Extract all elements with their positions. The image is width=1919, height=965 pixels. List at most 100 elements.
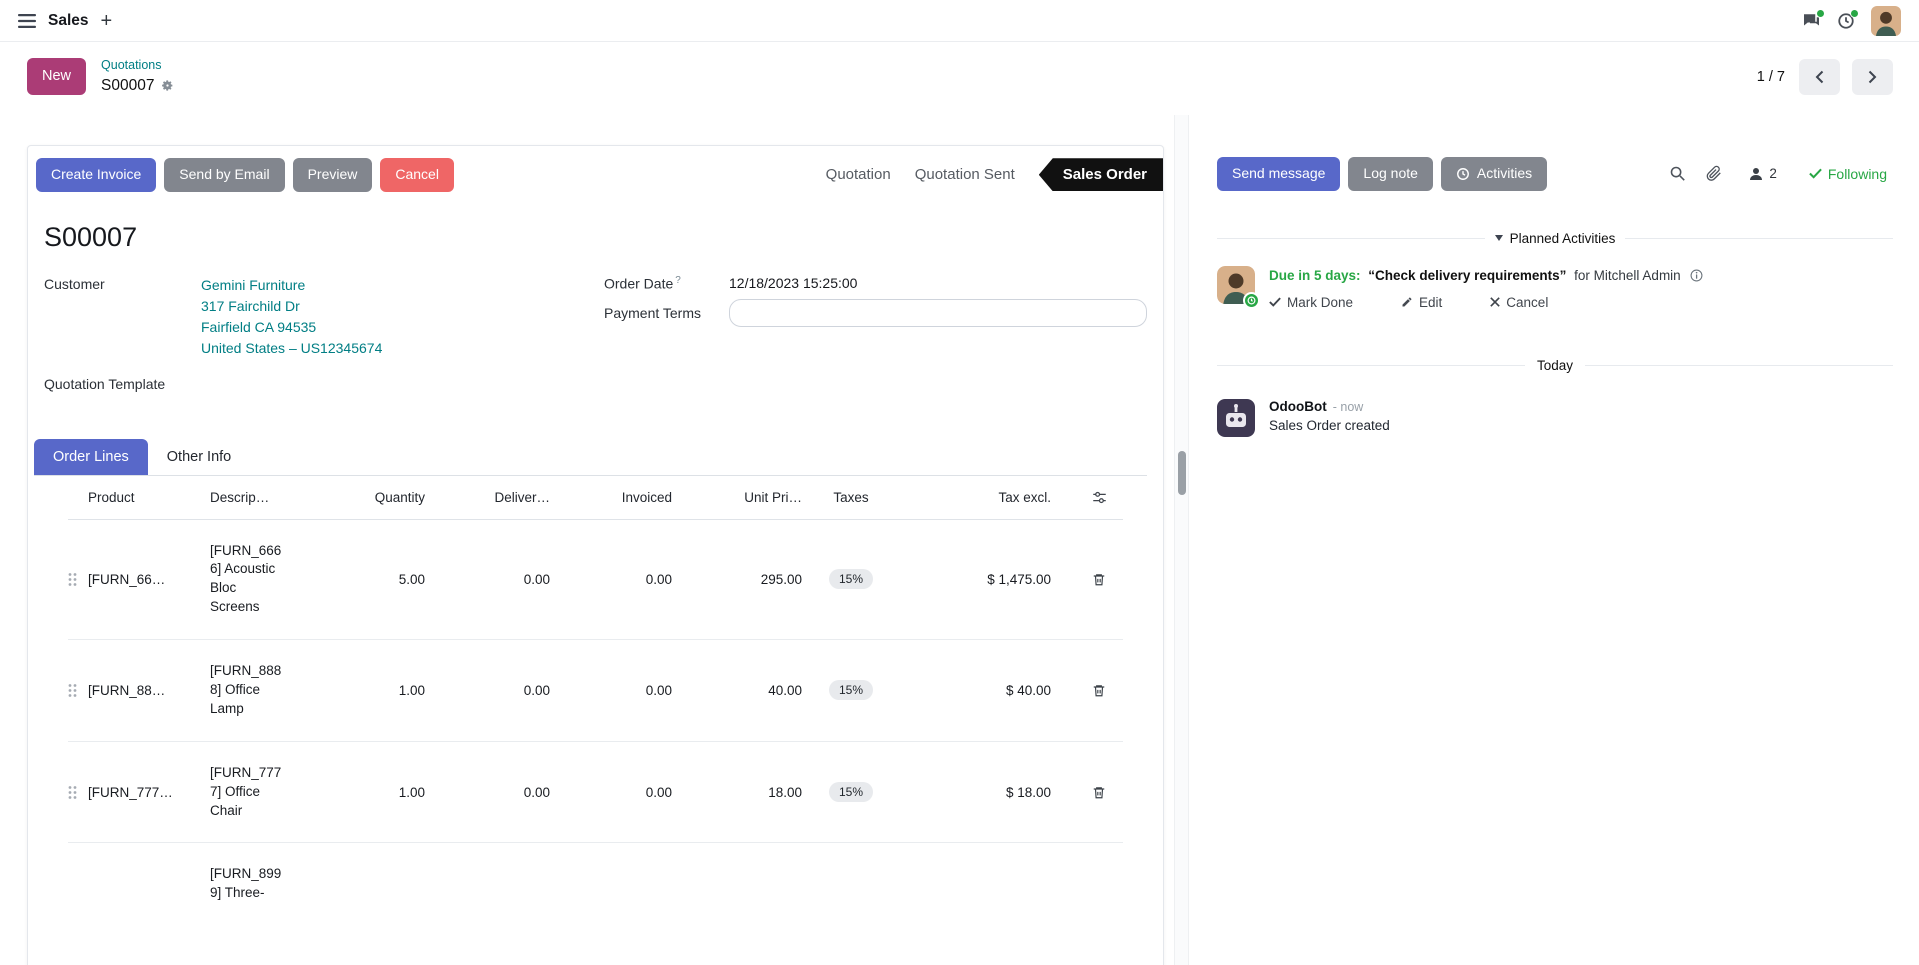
quotation-template-label: Quotation Template — [44, 375, 166, 392]
top-navbar: Sales + — [0, 0, 1919, 42]
activity-summary: “Check delivery requirements” — [1368, 267, 1567, 283]
col-delivered[interactable]: Deliver… — [494, 489, 550, 505]
message-author[interactable]: OdooBot — [1269, 398, 1327, 414]
pager-previous-button[interactable] — [1799, 58, 1840, 95]
gear-icon[interactable] — [161, 79, 174, 92]
form-scrollbar[interactable] — [1174, 115, 1189, 965]
delete-line-button[interactable] — [1090, 681, 1108, 700]
order-line-invoiced[interactable]: 0.00 — [645, 682, 672, 698]
cancel-activity-button[interactable]: Cancel — [1490, 295, 1548, 310]
col-invoiced[interactable]: Invoiced — [621, 489, 672, 505]
order-line-delivered[interactable]: 0.00 — [523, 682, 550, 698]
following-button[interactable]: Following — [1803, 165, 1893, 183]
record-title: S00007 — [44, 221, 138, 252]
form-column: Create Invoice Send by Email Preview Can… — [0, 115, 1174, 965]
breadcrumb-quotations-link[interactable]: Quotations — [101, 58, 162, 72]
user-avatar[interactable] — [1871, 5, 1901, 36]
order-line-quantity[interactable]: 5.00 — [398, 571, 425, 587]
order-line-quantity[interactable]: 1.00 — [398, 682, 425, 698]
order-line-row[interactable]: [FURN_88… [FURN_8888] Office Lamp 1.00 0… — [68, 640, 1123, 742]
tax-badge[interactable]: 15% — [828, 782, 874, 803]
payment-terms-label: Payment Terms — [604, 305, 701, 322]
breadcrumb: Quotations S00007 — [101, 58, 174, 95]
drag-handle-icon[interactable] — [68, 785, 88, 800]
edit-activity-button[interactable]: Edit — [1401, 295, 1442, 310]
app-name[interactable]: Sales — [48, 11, 89, 29]
new-button[interactable]: New — [27, 58, 87, 95]
delete-line-button[interactable] — [1090, 783, 1108, 802]
status-quotation[interactable]: Quotation — [825, 166, 891, 184]
send-message-button[interactable]: Send message — [1217, 157, 1341, 191]
search-messages-icon[interactable] — [1669, 165, 1686, 182]
order-date-value[interactable]: 12/18/2023 15:25:00 — [729, 274, 858, 291]
tab-other-info[interactable]: Other Info — [148, 439, 250, 475]
scrollbar-thumb[interactable] — [1178, 451, 1186, 495]
order-line-description[interactable]: [FURN_6666] Acoustic Bloc Screens — [210, 542, 282, 615]
drag-handle-icon[interactable] — [68, 683, 88, 698]
tax-badge[interactable]: 15% — [828, 569, 874, 590]
col-unit-price[interactable]: Unit Pri… — [744, 489, 802, 505]
status-quotation-sent[interactable]: Quotation Sent — [914, 166, 1015, 184]
order-line-unit-price[interactable]: 40.00 — [768, 682, 802, 698]
order-line-quantity[interactable]: 1.00 — [398, 784, 425, 800]
cancel-order-button[interactable]: Cancel — [380, 158, 454, 192]
order-line-row[interactable]: [FURN_66… [FURN_6666] Acoustic Bloc Scre… — [68, 520, 1123, 641]
info-icon[interactable] — [1690, 269, 1703, 285]
order-line-row[interactable]: [FURN_8999] Three- — [68, 843, 1123, 925]
activities-clock-icon[interactable] — [1837, 8, 1859, 30]
order-line-description[interactable]: [FURN_7777] Office Chair — [210, 764, 282, 818]
quotation-template-value[interactable] — [201, 375, 604, 395]
tax-badge[interactable]: 15% — [828, 680, 874, 701]
order-line-tax-excl[interactable]: $ 18.00 — [1005, 784, 1051, 800]
odoobot-avatar — [1217, 398, 1255, 437]
order-line-tax-excl[interactable]: $ 1,475.00 — [987, 571, 1051, 587]
col-tax-excl[interactable]: Tax excl. — [998, 489, 1051, 505]
planned-activities-toggle[interactable]: Planned Activities — [1485, 231, 1626, 246]
col-taxes[interactable]: Taxes — [833, 489, 869, 505]
order-line-invoiced[interactable]: 0.00 — [645, 571, 672, 587]
mark-done-button[interactable]: Mark Done — [1269, 295, 1353, 310]
activities-button[interactable]: Activities — [1440, 157, 1548, 191]
order-line-row[interactable]: [FURN_777… [FURN_7777] Office Chair 1.00… — [68, 742, 1123, 844]
customer-city-link[interactable]: Fairfield CA 94535 — [201, 318, 317, 335]
messages-icon[interactable] — [1802, 8, 1825, 30]
payment-terms-input[interactable] — [729, 299, 1147, 328]
create-invoice-button[interactable]: Create Invoice — [36, 158, 157, 192]
order-line-tax-excl[interactable]: $ 40.00 — [1005, 682, 1051, 698]
followers-button[interactable]: 2 — [1742, 165, 1783, 183]
customer-name-link[interactable]: Gemini Furniture — [201, 276, 306, 293]
customer-country-link[interactable]: United States – US12345674 — [201, 339, 383, 356]
attachments-icon[interactable] — [1706, 165, 1722, 182]
chatter-panel: Send message Log note Activities 2 — [1189, 115, 1919, 965]
order-line-product[interactable]: [FURN_88… — [88, 682, 166, 698]
tab-order-lines[interactable]: Order Lines — [34, 438, 148, 475]
breadcrumb-current-record: S00007 — [101, 76, 155, 94]
order-line-delivered[interactable]: 0.00 — [523, 784, 550, 800]
order-line-unit-price[interactable]: 295.00 — [760, 571, 802, 587]
help-icon: ? — [675, 274, 681, 286]
clock-icon — [1456, 167, 1469, 180]
form-sheet: Create Invoice Send by Email Preview Can… — [27, 145, 1164, 965]
order-line-invoiced[interactable]: 0.00 — [645, 784, 672, 800]
delete-line-button[interactable] — [1090, 570, 1108, 589]
apps-menu-icon[interactable] — [18, 13, 36, 28]
customer-street-link[interactable]: 317 Fairchild Dr — [201, 297, 300, 314]
col-product[interactable]: Product — [88, 489, 135, 505]
order-line-description[interactable]: [FURN_8999] Three- — [210, 866, 282, 901]
col-quantity[interactable]: Quantity — [374, 489, 425, 505]
order-line-description[interactable]: [FURN_8888] Office Lamp — [210, 663, 282, 716]
log-note-button[interactable]: Log note — [1348, 157, 1433, 191]
drag-handle-icon[interactable] — [68, 572, 88, 587]
preview-button[interactable]: Preview — [292, 158, 373, 192]
order-line-delivered[interactable]: 0.00 — [523, 571, 550, 587]
send-by-email-button[interactable]: Send by Email — [164, 158, 285, 192]
plus-icon[interactable]: + — [100, 9, 113, 32]
order-line-product[interactable]: [FURN_66… — [88, 571, 166, 587]
col-description[interactable]: Descrip… — [210, 489, 270, 505]
order-line-product[interactable]: [FURN_777… — [88, 784, 173, 800]
activity-assignee: for Mitchell Admin — [1574, 267, 1681, 283]
pager-next-button[interactable] — [1852, 58, 1893, 95]
order-line-unit-price[interactable]: 18.00 — [768, 784, 802, 800]
optional-columns-icon[interactable] — [1089, 488, 1110, 507]
x-icon — [1490, 297, 1501, 308]
